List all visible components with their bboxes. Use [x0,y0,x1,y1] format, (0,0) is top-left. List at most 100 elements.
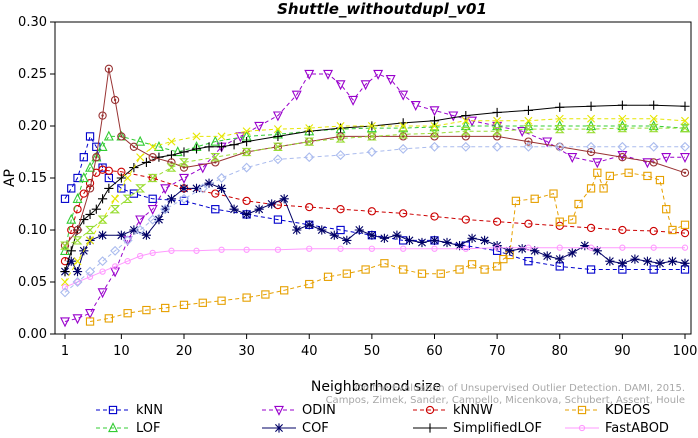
data-point-simplifiedlof [85,209,95,219]
data-point-fastabod [86,273,94,280]
data-point-cof [154,215,164,225]
data-point-fastabod [681,244,689,251]
y-tick-label: 0.25 [18,67,47,82]
data-point-fastabod [337,245,344,252]
data-point-cof [166,194,177,204]
data-point-fastabod [124,258,131,265]
y-tick-label: 0.10 [18,223,47,238]
data-point-inflo [60,241,70,250]
data-point-cof [417,237,427,248]
data-point-cof [517,244,527,254]
legend-item-simplifiedlof: SimplifiedLOF [413,421,542,436]
data-point-kdeos [511,196,521,206]
y-axis: 0.00 0.05 0.10 0.15 0.20 0.25 0.30 [18,15,55,342]
data-point-knn [67,184,76,193]
data-point-kdeos [399,265,408,274]
series-layer [60,64,690,328]
data-point-lof [103,130,114,141]
data-point-kdeos [605,171,614,181]
data-point-ldf [680,168,690,177]
data-point-simplifiedlof [649,100,659,110]
data-point-kdeos [586,184,596,193]
data-point-lof [210,135,221,146]
data-point-inflo [166,163,177,172]
data-point-inflo [85,225,95,235]
data-point-ldof [648,141,659,152]
data-point-cof [242,209,252,219]
data-point-knnw [104,166,113,175]
data-point-knn [524,257,533,266]
data-point-loop [192,132,201,141]
legend-label-knnw: kNNW [453,403,493,418]
data-point-loop [618,114,627,123]
legend-label-knn: kNN [136,403,163,418]
data-point-simplifiedlof [555,102,565,112]
data-point-cof [141,230,152,240]
data-point-knn [85,132,95,141]
data-point-fastabod [137,252,144,260]
data-point-inflo [492,127,503,136]
data-point-cof [505,246,515,256]
data-point-ldof [197,183,208,194]
data-point-odin [642,158,653,169]
data-point-cof [442,237,452,248]
data-point-kdeos [305,279,314,289]
data-point-odin [147,205,158,216]
data-point-ldf [167,158,176,167]
data-point-ldf [117,132,126,141]
data-point-cof [592,246,602,256]
data-point-lof [492,120,503,131]
data-point-cof [254,204,264,214]
data-point-inflo [241,147,252,157]
data-point-ldf [524,137,533,146]
data-point-inflo [554,124,565,134]
data-point-inflo [680,123,690,133]
data-point-simplifiedlof [523,105,534,115]
data-point-cof [567,248,577,258]
data-point-knnw [680,228,690,238]
legend-label-simplifiedlof: SimplifiedLOF [453,421,542,434]
data-point-fastabod [556,244,563,251]
x-tick-label: 70 [489,344,506,359]
x-tick-label: 40 [301,344,318,359]
data-point-fastabod [61,284,69,291]
data-point-fastabod [274,246,282,253]
data-point-odin [110,267,121,278]
data-point-fastabod [193,247,200,254]
data-point-inflo [273,142,283,151]
series-line-fastabod [64,247,685,288]
data-point-loop [61,278,69,286]
legend-label-cof: COF [302,421,329,434]
data-point-cof [367,230,377,240]
data-point-kdeos [361,265,370,274]
data-point-odin [178,173,189,184]
data-point-ldf [129,142,139,151]
data-point-simplifiedlof [91,204,101,214]
data-point-lof [429,121,440,132]
data-point-knnw [242,196,251,206]
data-point-knnw [461,215,470,224]
data-point-simplifiedlof [191,144,202,154]
data-point-kdeos [568,215,577,224]
data-point-kdeos [668,225,677,235]
data-point-cof [530,246,540,256]
data-point-cof [129,225,139,235]
data-point-ldof [72,277,83,287]
data-point-cof [667,256,678,266]
data-point-cof [317,225,327,235]
data-point-simplifiedlof [179,147,189,157]
data-point-simplifiedlof [154,152,164,162]
data-point-simplifiedlof [116,173,126,183]
data-point-lof [78,172,89,183]
data-point-knnw [649,226,658,236]
data-point-fastabod [525,244,532,251]
data-point-simplifiedlof [617,100,627,110]
data-point-odin [680,153,690,164]
data-point-kdeos [142,305,151,315]
data-point-simplifiedlof [492,107,502,118]
data-point-cof [179,183,189,193]
x-tick-label: 30 [238,344,255,359]
data-point-cof [267,199,277,209]
data-point-cof [642,256,653,266]
